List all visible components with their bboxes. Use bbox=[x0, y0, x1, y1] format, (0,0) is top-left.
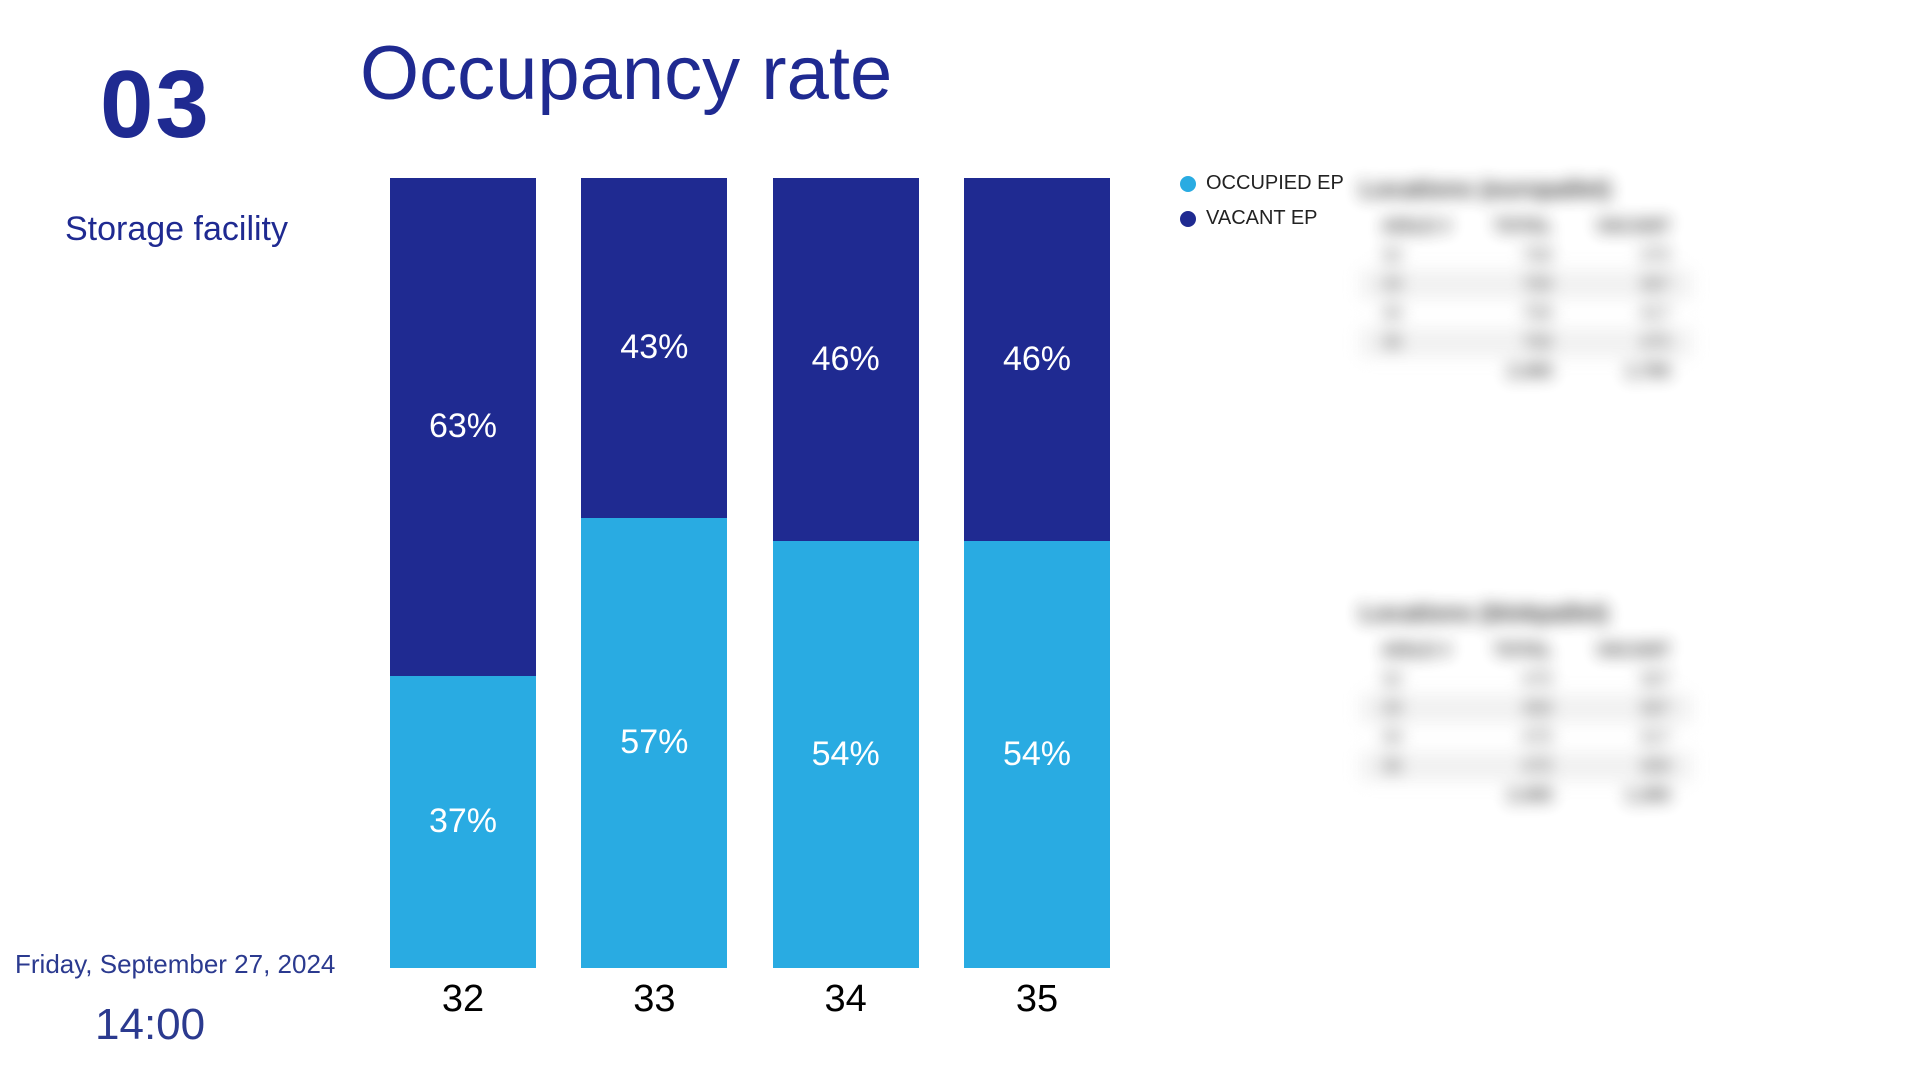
bar-segment-occupied: 37% bbox=[390, 676, 536, 968]
table-cell: 307 bbox=[1574, 694, 1692, 723]
table-row: 33700307 bbox=[1360, 270, 1692, 299]
table-cell: 2,400 bbox=[1472, 781, 1574, 810]
legend-swatch-icon bbox=[1180, 176, 1196, 192]
table-row: 34700417 bbox=[1360, 299, 1692, 328]
table-header-cell: AISLE # bbox=[1360, 636, 1472, 665]
bar-segment-vacant: 43% bbox=[581, 178, 727, 518]
table-cell: 32 bbox=[1360, 241, 1472, 270]
table-cell: 33 bbox=[1360, 270, 1472, 299]
bar-segment-occupied: 54% bbox=[773, 541, 919, 968]
footer-date: Friday, September 27, 2024 bbox=[15, 949, 335, 980]
bar: 43%57% bbox=[581, 178, 727, 968]
table-totals-row: 2,4001,700 bbox=[1360, 357, 1692, 386]
table-cell: 450 bbox=[1472, 694, 1574, 723]
table-cell: 35 bbox=[1360, 752, 1472, 781]
table-header-cell: AISLE # bbox=[1360, 212, 1472, 241]
data-table: AISLE #TOTALVACANT3247530733450307344753… bbox=[1360, 636, 1692, 810]
table-row: 32700375 bbox=[1360, 241, 1692, 270]
table-cell: 475 bbox=[1574, 328, 1692, 357]
table-row: 32475307 bbox=[1360, 665, 1692, 694]
x-axis-label: 32 bbox=[390, 978, 536, 1021]
table-header-cell: VACANT bbox=[1574, 636, 1692, 665]
legend-label: VACANT EP bbox=[1206, 207, 1318, 230]
table-cell: 32 bbox=[1360, 665, 1472, 694]
table-cell: 700 bbox=[1472, 241, 1574, 270]
bar-segment-vacant: 46% bbox=[773, 178, 919, 541]
occupancy-stacked-bar-chart: 63%37%43%57%46%54%46%54% bbox=[390, 178, 1110, 968]
table-cell: 2,400 bbox=[1472, 357, 1574, 386]
table-header-cell: TOTAL bbox=[1472, 636, 1574, 665]
footer-time: 14:00 bbox=[95, 1000, 205, 1050]
bar: 46%54% bbox=[773, 178, 919, 968]
bar: 46%54% bbox=[964, 178, 1110, 968]
table-totals-row: 2,4001,300 bbox=[1360, 781, 1692, 810]
x-axis-label: 33 bbox=[581, 978, 727, 1021]
table-cell: 475 bbox=[1472, 665, 1574, 694]
table-row: 35700475 bbox=[1360, 328, 1692, 357]
table-header-cell: TOTAL bbox=[1472, 212, 1574, 241]
table-cell: 1,300 bbox=[1574, 781, 1692, 810]
bar-segment-vacant: 63% bbox=[390, 178, 536, 676]
table-cell: 475 bbox=[1472, 752, 1574, 781]
page-number: 03 bbox=[100, 50, 211, 160]
table-cell: 700 bbox=[1472, 328, 1574, 357]
legend-label: OCCUPIED EP bbox=[1206, 172, 1344, 195]
legend-swatch-icon bbox=[1180, 211, 1196, 227]
blurred-data-table: Locations (europallet) AISLE #TOTALVACANT… bbox=[1360, 176, 1692, 386]
table-cell bbox=[1360, 781, 1472, 810]
table-cell: 34 bbox=[1360, 723, 1472, 752]
chart-legend: OCCUPIED EP VACANT EP bbox=[1180, 172, 1344, 242]
table-header-cell: VACANT bbox=[1574, 212, 1692, 241]
table-cell: 307 bbox=[1574, 270, 1692, 299]
table-cell: 700 bbox=[1472, 299, 1574, 328]
table-cell: 35 bbox=[1360, 328, 1472, 357]
page-title: Occupancy rate bbox=[360, 30, 892, 117]
table-row: 34475317 bbox=[1360, 723, 1692, 752]
table-title: Locations (blokpallet) bbox=[1360, 600, 1692, 628]
table-title: Locations (europallet) bbox=[1360, 176, 1692, 204]
table-row: 35475409 bbox=[1360, 752, 1692, 781]
table-cell bbox=[1360, 357, 1472, 386]
table-cell: 375 bbox=[1574, 241, 1692, 270]
table-cell: 475 bbox=[1472, 723, 1574, 752]
table-cell: 1,700 bbox=[1574, 357, 1692, 386]
x-axis-label: 34 bbox=[773, 978, 919, 1021]
table-cell: 307 bbox=[1574, 665, 1692, 694]
page-subtitle: Storage facility bbox=[65, 210, 288, 249]
table-cell: 417 bbox=[1574, 299, 1692, 328]
table-cell: 34 bbox=[1360, 299, 1472, 328]
table-cell: 317 bbox=[1574, 723, 1692, 752]
sidebar: 03 Storage facility Friday, September 27… bbox=[0, 0, 340, 1080]
table-cell: 409 bbox=[1574, 752, 1692, 781]
table-cell: 700 bbox=[1472, 270, 1574, 299]
bar: 63%37% bbox=[390, 178, 536, 968]
data-table: AISLE #TOTALVACANT3270037533700307347004… bbox=[1360, 212, 1692, 386]
bar-segment-occupied: 57% bbox=[581, 518, 727, 968]
bar-segment-occupied: 54% bbox=[964, 541, 1110, 968]
chart-x-axis-labels: 32 33 34 35 bbox=[390, 978, 1110, 1021]
bar-segment-vacant: 46% bbox=[964, 178, 1110, 541]
legend-item: OCCUPIED EP bbox=[1180, 172, 1344, 195]
table-cell: 33 bbox=[1360, 694, 1472, 723]
legend-item: VACANT EP bbox=[1180, 207, 1344, 230]
blurred-data-table: Locations (blokpallet) AISLE #TOTALVACANT… bbox=[1360, 600, 1692, 810]
x-axis-label: 35 bbox=[964, 978, 1110, 1021]
table-row: 33450307 bbox=[1360, 694, 1692, 723]
